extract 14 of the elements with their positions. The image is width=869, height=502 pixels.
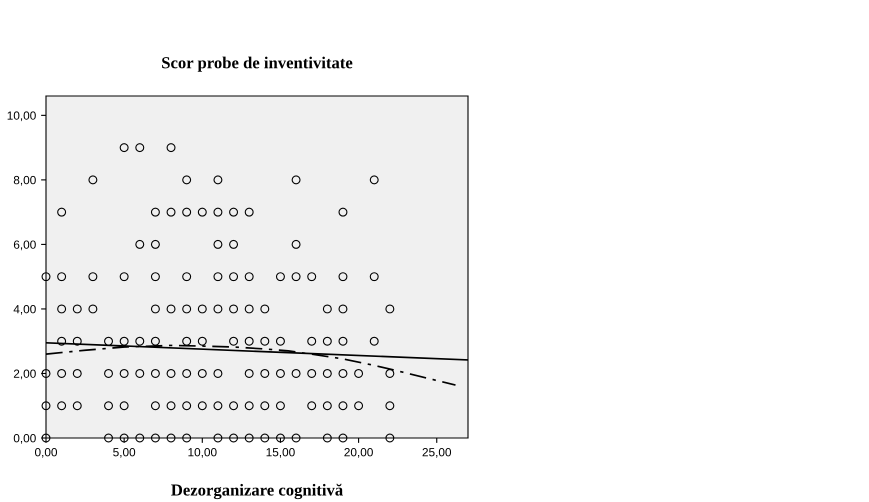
x-axis-title: Dezorganizare cognitivă — [171, 484, 343, 500]
chart-title: Scor probe de inventivitate — [162, 56, 352, 72]
y-tick-label: 0,00 — [14, 434, 36, 444]
x-tick-label: 5,00 — [113, 448, 136, 458]
y-tick-label: 2,00 — [14, 370, 36, 380]
y-tick-label: 8,00 — [14, 176, 36, 186]
x-tick-label: 10,00 — [188, 448, 217, 458]
x-tick-label: 0,00 — [34, 448, 58, 458]
x-tick-label: 25,00 — [422, 448, 452, 458]
x-tick-label: 20,00 — [344, 448, 373, 458]
y-tick-label: 6,00 — [14, 240, 36, 250]
y-tick-label: 10,00 — [8, 111, 36, 122]
x-tick-label: 15,00 — [266, 448, 295, 458]
y-tick-label: 4,00 — [14, 304, 36, 315]
